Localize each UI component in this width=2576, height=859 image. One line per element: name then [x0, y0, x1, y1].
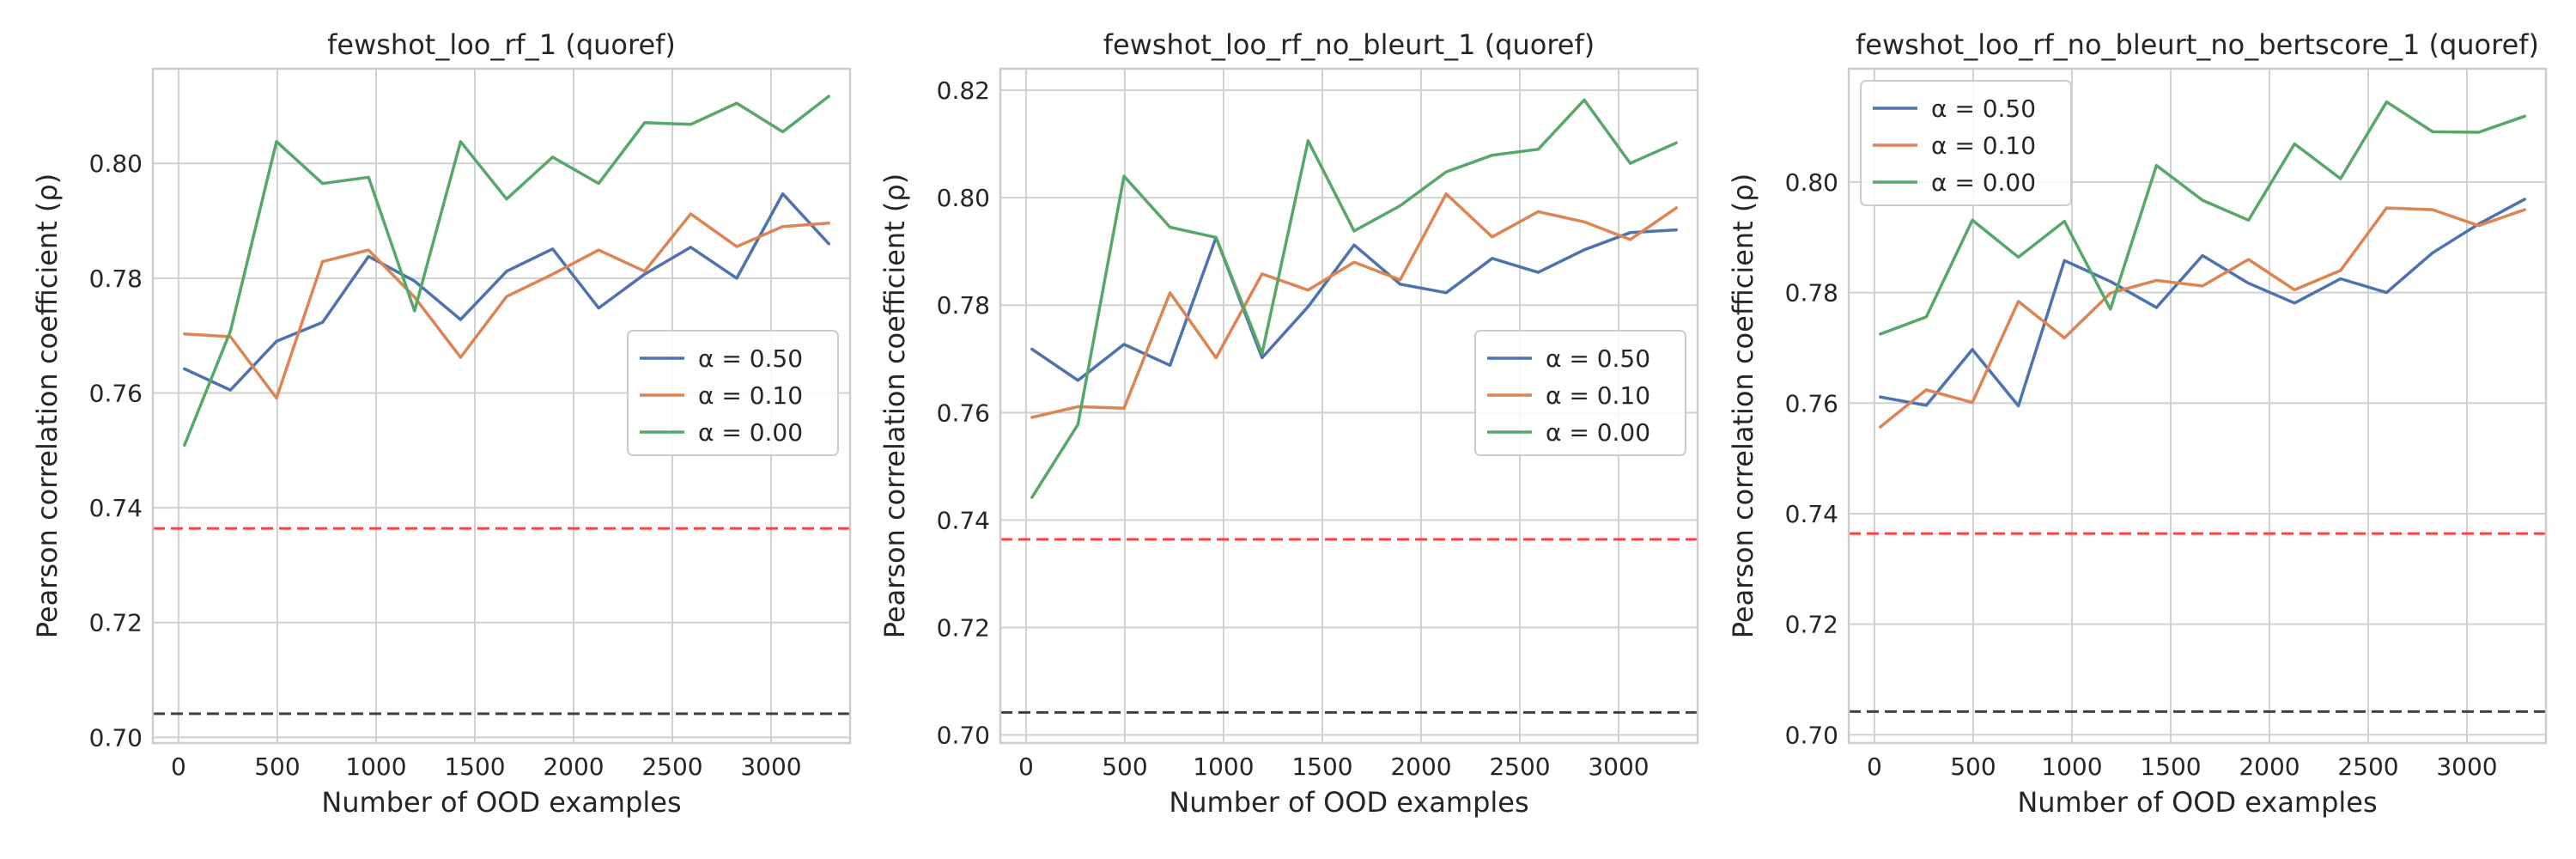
series-line-1 [183, 192, 830, 392]
series-line-1 [1030, 228, 1678, 382]
x-tick-label: 3000 [1588, 752, 1649, 781]
x-tick-label: 2500 [2337, 752, 2398, 781]
x-tick-label: 2500 [1489, 752, 1550, 781]
chart-panel-3: 0 500 1000 1500 2000 2500 3000 0.70 0.72 0.74 0.76… [1727, 28, 2548, 819]
y-tick-label: 0.78 [937, 291, 990, 320]
y-axis-label: Pearson correlation coefficient (ρ) [878, 174, 911, 638]
x-tick-label: 1000 [345, 752, 406, 781]
legend-entry: α = 0.00 [698, 418, 803, 447]
x-tick-label: 500 [254, 752, 300, 781]
x-tick-label: 0 [1018, 752, 1034, 781]
chart-panel-1: 0 500 1000 1500 2000 2500 3000 0.70 0.72 0.74 0.76… [31, 28, 852, 819]
legend-entry: α = 0.50 [698, 344, 803, 373]
x-tick-label: 2000 [543, 752, 604, 781]
legend-entry: α = 0.00 [1546, 418, 1650, 447]
y-tick-label: 0.72 [937, 614, 990, 643]
legend-entry: α = 0.10 [1931, 131, 2036, 160]
series-line-1 [1879, 198, 2526, 408]
x-tick-label: 0 [1867, 752, 1882, 781]
y-tick-label: 0.78 [89, 265, 143, 293]
x-axis-label: Number of OOD examples [2017, 786, 2377, 819]
legend-entry: α = 0.50 [1931, 94, 2036, 123]
y-tick-label: 0.82 [937, 76, 990, 105]
y-tick-label: 0.74 [937, 506, 990, 534]
x-tick-label: 1500 [1291, 752, 1352, 781]
chart-panel-2: 0 500 1000 1500 2000 2500 3000 0.70 0.72 0.74 0.76… [878, 28, 1699, 819]
y-tick-label: 0.74 [1785, 500, 1838, 528]
legend: α = 0.50 α = 0.10 α = 0.00 [1474, 330, 1686, 456]
x-tick-label: 1000 [2041, 752, 2102, 781]
y-tick-label: 0.72 [1785, 611, 1838, 639]
plot-frame [151, 67, 852, 745]
y-tick-label: 0.70 [1785, 721, 1838, 749]
x-tick-label: 3000 [2436, 752, 2497, 781]
legend-box [1474, 330, 1686, 456]
y-tick-label: 0.70 [89, 723, 143, 752]
y-axis-label: Pearson correlation coefficient (ρ) [1727, 174, 1759, 638]
y-axis-label: Pearson correlation coefficient (ρ) [31, 174, 64, 638]
legend-entry: α = 0.10 [698, 381, 803, 410]
chart-title: fewshot_loo_rf_1 (quoref) [327, 28, 676, 61]
legend-box [627, 330, 839, 456]
x-tick-label: 500 [1102, 752, 1147, 781]
chart-title: fewshot_loo_rf_no_bleurt_no_bertscore_1 … [1856, 28, 2539, 61]
x-tick-label: 2000 [2239, 752, 2300, 781]
y-tick-label: 0.72 [89, 609, 143, 637]
x-tick-label: 500 [1950, 752, 1996, 781]
y-tick-label: 0.80 [89, 149, 143, 178]
x-axis-label: Number of OOD examples [1169, 786, 1528, 819]
y-tick-label: 0.80 [1785, 168, 1838, 197]
legend-entry: α = 0.00 [1931, 168, 2036, 197]
legend: α = 0.50 α = 0.10 α = 0.00 [1860, 80, 2072, 206]
x-tick-label: 1500 [444, 752, 505, 781]
x-tick-label: 2500 [641, 752, 702, 781]
legend-entry: α = 0.50 [1546, 344, 1650, 373]
series-line-2 [183, 212, 830, 400]
x-tick-label: 3000 [740, 752, 801, 781]
series-line-2 [1879, 206, 2526, 429]
series-line-3 [183, 94, 830, 448]
y-tick-label: 0.74 [89, 494, 143, 522]
y-tick-label: 0.76 [937, 399, 990, 427]
plot-frame [999, 67, 1699, 745]
legend-entry: α = 0.10 [1546, 381, 1650, 410]
y-tick-label: 0.70 [937, 722, 990, 750]
series-line-2 [1030, 192, 1678, 419]
y-tick-label: 0.76 [89, 379, 143, 407]
x-tick-label: 1000 [1193, 752, 1254, 781]
legend: α = 0.50 α = 0.10 α = 0.00 [627, 330, 839, 456]
x-tick-label: 0 [171, 752, 186, 781]
y-tick-label: 0.78 [1785, 279, 1838, 308]
y-tick-label: 0.76 [1785, 389, 1838, 417]
series-line-3 [1879, 100, 2526, 336]
plot-frame [1847, 67, 2548, 745]
chart-title: fewshot_loo_rf_no_bleurt_1 (quoref) [1103, 28, 1595, 61]
legend-box [1860, 80, 2072, 206]
x-tick-label: 2000 [1390, 752, 1451, 781]
x-axis-label: Number of OOD examples [321, 786, 681, 819]
y-tick-label: 0.80 [937, 184, 990, 212]
x-tick-label: 1500 [2140, 752, 2201, 781]
series-line-3 [1030, 98, 1678, 499]
